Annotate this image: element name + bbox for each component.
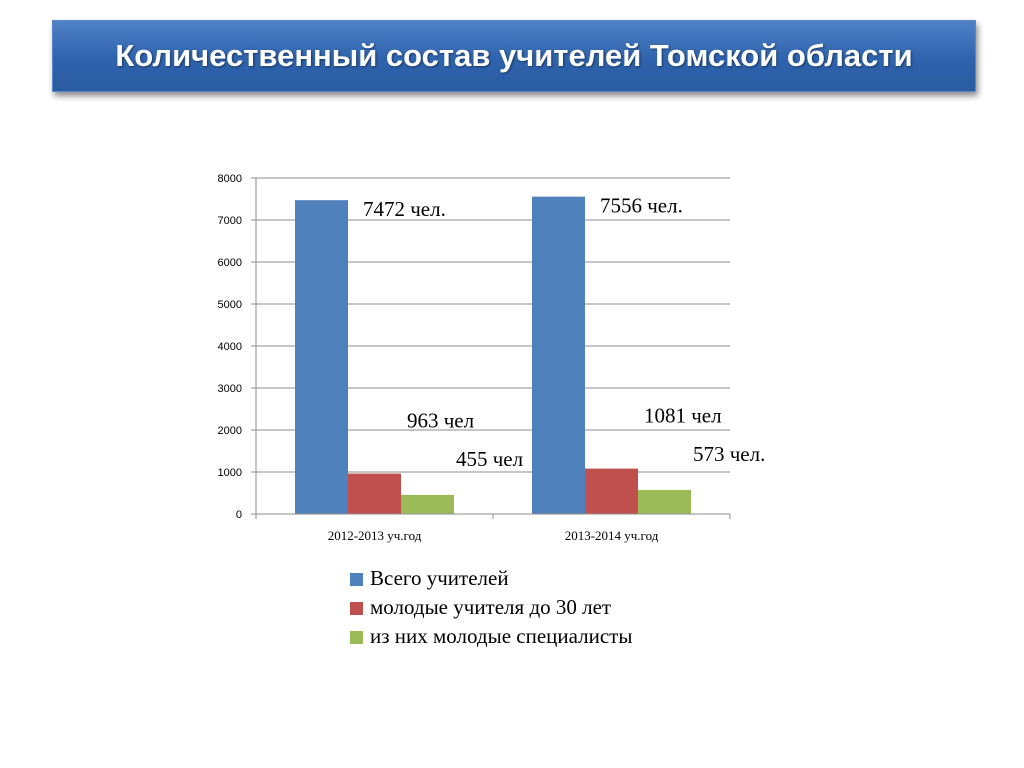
bar [585,468,638,514]
y-tick-label: 4000 [218,341,242,353]
x-tick-label: 2012-2013 уч.год [328,528,422,543]
legend-swatch [350,631,363,644]
x-axis-labels: 2012-2013 уч.год 2013-2014 уч.год [328,528,659,543]
y-axis-ticks: 0 1000 2000 3000 4000 5000 6000 7000 8000 [218,173,242,521]
title-banner: Количественный состав учителей Томской о… [52,20,976,92]
bar [638,489,691,514]
data-labels: 7472 чел. 963 чел 455 чел 7556 чел. 1081 чел… [363,194,765,471]
data-label: 963 чел [407,409,474,433]
chart-axes [255,178,731,519]
data-label: 573 чел. [693,442,765,466]
bar [532,196,585,514]
legend-swatch [350,602,363,615]
bar [295,200,348,514]
bar [401,494,454,514]
y-tick-label: 8000 [218,173,242,185]
legend-label: Всего учителей [370,566,509,590]
bar [348,473,401,514]
y-tick-label: 5000 [218,299,242,311]
legend-label: молодые учителя до 30 лет [370,595,611,619]
y-tick-label: 2000 [218,425,242,437]
y-tick-label: 0 [236,509,242,521]
y-tick-label: 1000 [218,467,242,479]
legend-label: из них молодые специалисты [370,624,632,648]
data-label: 7556 чел. [600,194,683,218]
data-label: 1081 чел [644,404,722,428]
legend-swatch [350,573,363,586]
y-tick-label: 7000 [218,215,242,227]
y-tick-label: 6000 [218,257,242,269]
data-label: 455 чел [456,447,523,471]
slide-title: Количественный состав учителей Томской о… [115,38,913,73]
chart-bars [295,196,691,514]
x-tick-label: 2013-2014 уч.год [565,528,659,543]
data-label: 7472 чел. [363,197,446,221]
y-tick-label: 3000 [218,383,242,395]
chart-legend: Всего учителей молодые учителя до 30 лет и… [350,566,632,648]
